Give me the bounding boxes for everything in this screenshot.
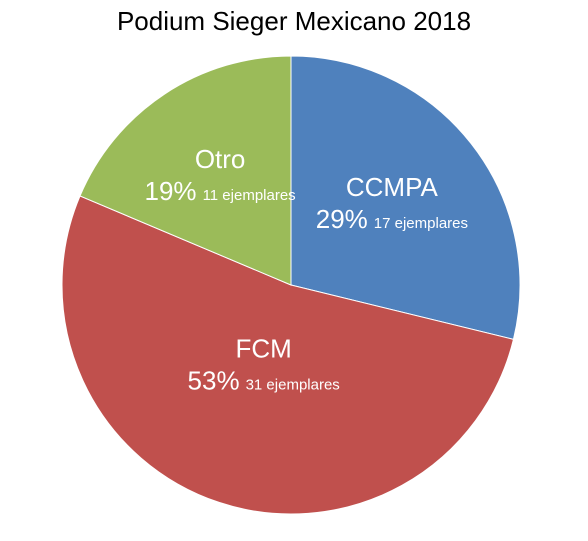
- slice-percent: 53%: [188, 366, 240, 396]
- pie-slice-fcm: [61, 195, 515, 515]
- slice-name-label: CCMPA: [346, 172, 439, 202]
- chart-title: Podium Sieger Mexicano 2018: [116, 6, 472, 36]
- slice-percent: 29%: [316, 204, 368, 234]
- slice-percent: 19%: [145, 176, 197, 206]
- pie-slice-ccmpa: [290, 55, 521, 340]
- slice-count: 17 ejemplares: [374, 215, 468, 232]
- slice-count: 11 ejemplares: [203, 187, 296, 204]
- pie-slice-otro: [79, 55, 292, 286]
- slice-name-label: Otro: [195, 144, 246, 174]
- slice-value-label: 19% 11 ejemplares: [145, 176, 296, 206]
- slice-count: 31 ejemplares: [246, 377, 340, 394]
- pie-slices: [61, 55, 521, 515]
- slice-name-label: FCM: [236, 334, 292, 364]
- slice-value-label: 53% 31 ejemplares: [188, 366, 340, 396]
- slice-value-label: 29% 17 ejemplares: [316, 204, 468, 234]
